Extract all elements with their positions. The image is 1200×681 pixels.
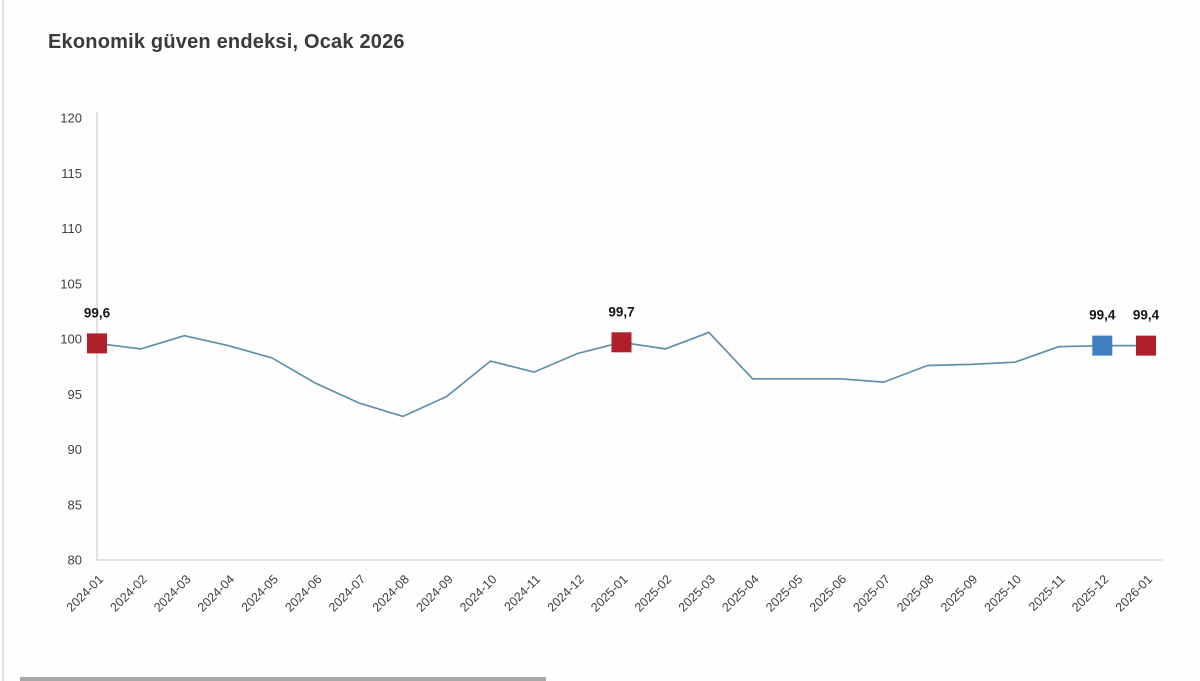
x-axis-tick-label: 2024-12 [545,572,587,614]
x-axis-tick-label: 2026-01 [1113,572,1155,614]
x-axis-tick-label: 2025-06 [807,572,849,614]
x-axis-tick-label: 2025-02 [632,572,674,614]
data-point-marker[interactable] [1092,335,1113,356]
data-point-marker[interactable] [1136,335,1156,356]
data-point-marker[interactable] [87,333,107,354]
chart-title: Ekonomik güven endeksi, Ocak 2026 [48,31,405,53]
data-point-value-label: 99,7 [608,304,634,319]
horizontal-scrollbar-thumb[interactable] [20,677,546,681]
x-axis-tick-label: 2024-07 [326,572,368,614]
x-axis-tick-label: 2024-03 [151,572,193,614]
y-axis-tick-label: 110 [61,221,82,236]
x-axis-tick-label: 2024-05 [239,572,281,614]
y-axis-tick-label: 95 [68,387,82,402]
x-axis-tick-label: 2025-09 [938,572,980,614]
x-axis-tick-label: 2024-08 [370,572,412,614]
y-axis-tick-label: 100 [60,332,82,347]
y-axis-tick-label: 120 [60,111,82,126]
x-axis-tick-label: 2025-10 [982,572,1024,614]
data-point-value-label: 99,4 [1133,308,1160,323]
x-axis-tick-label: 2024-04 [195,572,237,614]
y-axis-tick-label: 105 [60,276,82,291]
y-axis-tick-label: 90 [68,442,82,457]
x-axis-tick-label: 2024-10 [457,572,499,614]
y-axis-tick-label: 80 [68,553,82,568]
data-point-value-label: 99,4 [1089,308,1116,323]
x-axis-tick-label: 2025-04 [719,572,761,614]
data-point-value-label: 99,6 [84,305,111,320]
x-axis-tick-label: 2025-03 [676,572,718,614]
x-axis-tick-label: 2025-01 [588,572,630,614]
x-axis-tick-label: 2024-06 [282,572,324,614]
x-axis-tick-label: 2024-01 [64,572,106,614]
y-axis-tick-label: 115 [61,166,82,181]
x-axis-tick-label: 2025-12 [1069,572,1111,614]
x-axis-tick-label: 2025-05 [763,572,805,614]
y-axis-tick-label: 85 [68,497,82,512]
x-axis-tick-label: 2024-11 [502,572,544,614]
x-axis-tick-label: 2025-07 [851,572,893,614]
data-point-marker[interactable] [611,332,632,353]
x-axis-tick-label: 2025-11 [1026,572,1068,614]
x-axis-tick-label: 2025-08 [894,572,936,614]
window-left-border-line [2,0,4,681]
x-axis-tick-label: 2024-02 [107,572,149,614]
x-axis-tick-label: 2024-09 [413,572,455,614]
axis-lines [96,112,1163,561]
